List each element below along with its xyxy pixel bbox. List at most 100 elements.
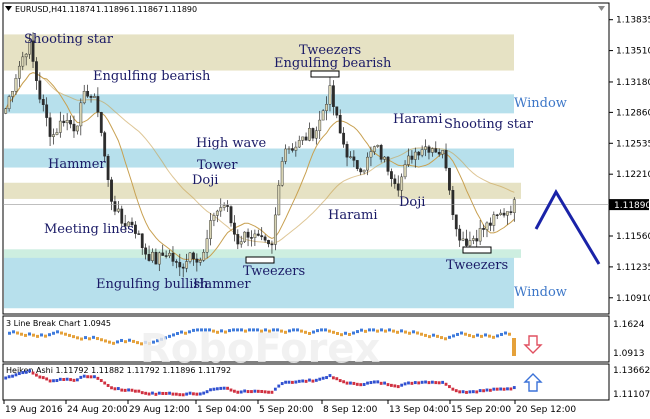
candle-bear bbox=[434, 148, 438, 153]
heiken-ashi-bar-up bbox=[277, 384, 281, 388]
heiken-ashi-bar-down bbox=[338, 379, 342, 383]
line-break-bar-down bbox=[468, 333, 471, 337]
price-tick-label: 1.13510 bbox=[616, 47, 650, 57]
candle-bull bbox=[430, 148, 434, 153]
heiken-ashi-bar-down bbox=[226, 386, 229, 390]
line-break-bar-up bbox=[8, 331, 11, 335]
heiken-ashi-bar-up bbox=[441, 380, 445, 384]
time-tick-label: 19 Aug 2016 bbox=[5, 405, 63, 415]
heiken-ashi-bar-up bbox=[188, 391, 192, 395]
candle-bull bbox=[273, 214, 277, 245]
line-break-bar-up bbox=[236, 328, 239, 332]
pattern-label-meeting-lines: Meeting lines bbox=[44, 222, 134, 237]
line-break-bar-down bbox=[376, 329, 379, 333]
line-break-bar-up bbox=[400, 329, 403, 333]
candle-bear bbox=[458, 228, 462, 241]
time-tick-label: 15 Sep 20:00 bbox=[451, 405, 511, 415]
candle-bear bbox=[38, 80, 42, 100]
pattern-marker bbox=[245, 256, 275, 264]
line-break-bar-down bbox=[488, 334, 491, 338]
candle-bull bbox=[219, 207, 223, 212]
pattern-label-high-wave: High wave bbox=[196, 136, 267, 151]
line-break-bar-up bbox=[272, 328, 275, 332]
line-break-bar-up bbox=[52, 331, 55, 335]
line-break-bar-up bbox=[116, 340, 119, 344]
heiken-ashi-bar-up bbox=[212, 387, 216, 391]
line-break-title: 3 Line Break Chart 1.0945 bbox=[6, 319, 111, 328]
heiken-ashi-bar-up bbox=[151, 391, 154, 395]
candle-bull bbox=[11, 91, 14, 97]
candle-bull bbox=[485, 222, 489, 230]
candle-bull bbox=[58, 120, 62, 133]
heiken-ashi-tick-bottom: 1.11107 bbox=[613, 390, 650, 400]
candle-bear bbox=[304, 136, 308, 141]
line-break-bar-down bbox=[108, 340, 111, 344]
candle-bull bbox=[294, 146, 298, 151]
line-break-bar-down bbox=[24, 333, 27, 337]
candle-bull bbox=[325, 104, 328, 111]
line-break-bar-up bbox=[40, 333, 43, 337]
line-break-bar-up bbox=[248, 328, 251, 332]
line-break-bar-up bbox=[240, 328, 243, 332]
heiken-ashi-bar-down bbox=[393, 384, 397, 388]
candle-bull bbox=[318, 119, 322, 131]
candle-bull bbox=[205, 238, 209, 253]
zone-support bbox=[4, 182, 521, 199]
line-break-bar-up bbox=[192, 328, 195, 332]
candle-bear bbox=[99, 112, 103, 133]
line-break-bar-up bbox=[84, 336, 87, 340]
candle-bull bbox=[471, 238, 475, 241]
line-break-bar-up bbox=[164, 336, 167, 340]
line-break-bar-up bbox=[344, 331, 347, 335]
heiken-ashi-bar-down bbox=[256, 389, 260, 393]
heiken-ashi-bar-up bbox=[273, 387, 277, 391]
candle-bull bbox=[24, 53, 28, 58]
heiken-ashi-bars bbox=[4, 369, 516, 397]
pattern-label-hammer: Hammer bbox=[193, 277, 251, 292]
candle-bull bbox=[185, 261, 189, 269]
dropdown-triangle-icon[interactable] bbox=[5, 6, 12, 11]
line-break-bar-down bbox=[136, 341, 139, 345]
line-break-bar-down bbox=[492, 335, 495, 339]
candle-bear bbox=[86, 91, 90, 97]
candle-bull bbox=[366, 156, 369, 171]
line-break-bar-down bbox=[444, 337, 447, 341]
line-break-bar-down bbox=[212, 329, 215, 333]
heiken-ashi-bar-up bbox=[301, 379, 305, 383]
line-break-panel bbox=[2, 315, 610, 363]
heiken-ashi-bar-up bbox=[287, 380, 291, 384]
candle-bull bbox=[468, 240, 472, 246]
pattern-label-doji: Doji bbox=[399, 195, 425, 210]
heiken-ashi-bar-down bbox=[410, 381, 414, 385]
heiken-ashi-bar-up bbox=[471, 390, 475, 394]
line-break-bar-up bbox=[504, 331, 507, 335]
panel-collapse-icon[interactable] bbox=[598, 6, 605, 11]
heiken-ashi-bar-down bbox=[427, 381, 431, 385]
candle-bear bbox=[130, 221, 134, 226]
candle-bull bbox=[168, 252, 171, 257]
candle-bear bbox=[379, 145, 383, 160]
candle-bear bbox=[41, 99, 45, 105]
line-break-bar-up bbox=[448, 335, 451, 339]
line-break-bar-down bbox=[420, 332, 423, 336]
heiken-ashi-bar-down bbox=[62, 377, 66, 381]
candle-bull bbox=[328, 85, 332, 105]
line-break-bar-up bbox=[316, 329, 319, 333]
candle-bear bbox=[45, 104, 49, 118]
heiken-ashi-bar-up bbox=[82, 374, 86, 378]
candle-bear bbox=[355, 160, 359, 169]
heiken-ashi-bar-down bbox=[355, 382, 359, 386]
candle-bull bbox=[14, 78, 18, 92]
candle-bull bbox=[277, 184, 281, 216]
candle-bull bbox=[424, 146, 427, 150]
line-break-bar-down bbox=[76, 336, 79, 340]
line-break-bar-up bbox=[200, 328, 203, 332]
candle-bull bbox=[441, 150, 445, 155]
candle-bear bbox=[226, 205, 229, 207]
candle-bear bbox=[89, 96, 93, 98]
line-break-bar-down bbox=[80, 337, 83, 341]
line-break-bar-down bbox=[140, 342, 143, 346]
line-break-bar-up bbox=[360, 328, 363, 332]
heiken-ashi-bar-up bbox=[314, 378, 318, 382]
time-tick-label: 1 Sep 04:00 bbox=[197, 405, 252, 415]
